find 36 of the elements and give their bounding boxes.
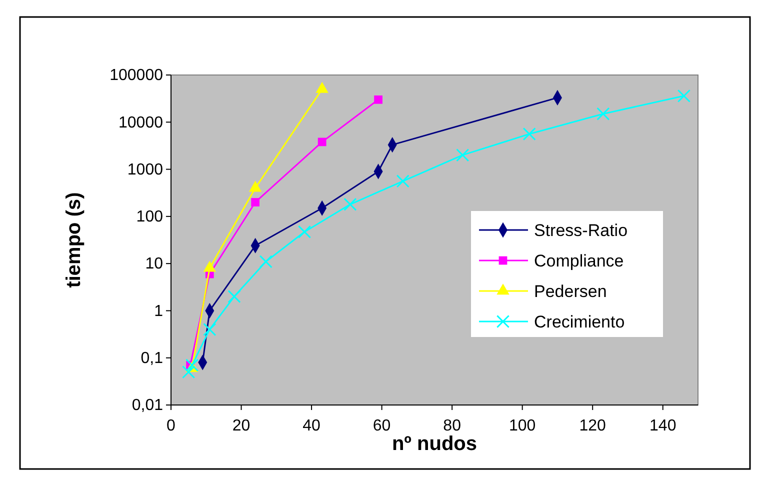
x-axis-title: nº nudos (392, 433, 478, 455)
y-tick-label: 1000 (127, 161, 164, 178)
legend-label: Compliance (534, 252, 624, 270)
y-tick-label: 0,01 (132, 397, 164, 414)
point (374, 95, 382, 104)
legend-label: Stress-Ratio (534, 221, 628, 240)
legend-label: Pedersen (534, 282, 607, 301)
x-tick-label: 20 (232, 418, 250, 435)
point (344, 198, 357, 211)
x-tick-label: 140 (650, 418, 676, 435)
y-tick-label: 1 (154, 302, 164, 320)
legend-label: Crecimiento (534, 312, 625, 332)
point (677, 89, 691, 102)
y-axis-title: tiempo (s) (63, 192, 85, 288)
point (456, 148, 470, 162)
x-tick-label: 60 (372, 418, 391, 435)
point (318, 138, 326, 146)
point (203, 322, 216, 336)
point (522, 127, 536, 141)
point (228, 290, 241, 304)
point (182, 365, 196, 379)
y-tick-label: 100000 (110, 67, 164, 84)
x-tick-label: 120 (579, 418, 606, 435)
point (298, 225, 312, 238)
x-tick-label: 100 (508, 418, 536, 435)
x-tick-label: 80 (443, 418, 462, 435)
x-tick-label: 40 (302, 418, 321, 435)
point (596, 107, 610, 120)
point (396, 174, 410, 188)
y-tick-label: 0,1 (140, 350, 164, 367)
point (259, 255, 272, 268)
y-tick-label: 10 (145, 256, 164, 273)
y-tick-label: 100 (136, 208, 164, 226)
point (251, 198, 260, 206)
x-tick-label: 0 (166, 418, 176, 435)
y-tick-label: 10000 (118, 114, 164, 132)
